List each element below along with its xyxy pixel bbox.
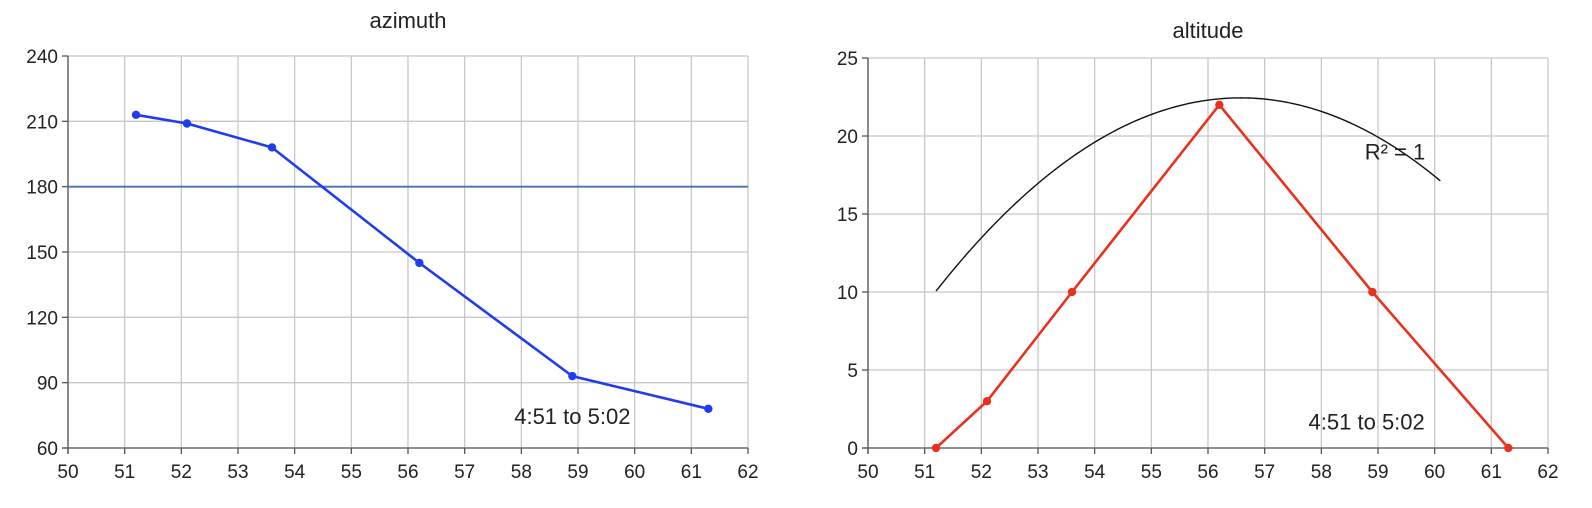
x-tick-label: 55 <box>341 462 362 483</box>
x-tick-label: 62 <box>1537 462 1558 483</box>
x-tick-label: 53 <box>227 462 248 483</box>
data-point <box>415 258 424 268</box>
y-tick-label: 240 <box>26 47 58 68</box>
x-tick-label: 61 <box>681 462 702 483</box>
data-point <box>568 371 577 381</box>
y-tick-label: 90 <box>37 374 58 395</box>
y-tick-label: 10 <box>837 283 858 304</box>
data-point <box>982 397 992 406</box>
y-tick-label: 120 <box>26 308 58 329</box>
data-point <box>1067 287 1077 297</box>
x-tick-label: 54 <box>1084 462 1106 483</box>
x-tick-label: 51 <box>114 462 135 483</box>
trendline <box>935 97 1441 292</box>
x-tick-label: 60 <box>1424 462 1445 483</box>
x-tick-label: 54 <box>284 462 306 483</box>
x-tick-label: 56 <box>397 462 418 483</box>
x-tick-label: 52 <box>171 462 192 483</box>
data-point <box>931 443 941 453</box>
chart-1: altitude 50 51 52 53 54 55 56 57 58 59 60 61 62 0 5 10 15… <box>837 18 1559 483</box>
x-tick-label: 50 <box>57 462 78 483</box>
x-tick-label: 62 <box>737 462 758 483</box>
x-tick-label: 59 <box>1367 462 1388 483</box>
y-tick-label: 20 <box>837 127 858 148</box>
annotation-label: R² = 1 <box>1365 139 1426 164</box>
y-tick-label: 180 <box>26 178 58 199</box>
x-tick-label: 52 <box>971 462 992 483</box>
data-point <box>1504 443 1513 453</box>
x-tick-label: 53 <box>1027 462 1048 483</box>
data-point <box>1215 100 1224 110</box>
data-point <box>704 404 713 413</box>
y-tick-label: 210 <box>26 112 58 133</box>
y-tick-label: 15 <box>837 205 858 226</box>
x-tick-label: 58 <box>511 462 532 483</box>
x-tick-label: 51 <box>914 462 935 483</box>
chart-title: altitude <box>1173 18 1244 43</box>
data-point <box>267 143 277 152</box>
chart-title: azimuth <box>369 8 446 33</box>
annotation-label: 4:51 to 5:02 <box>514 404 630 429</box>
x-tick-label: 57 <box>454 462 475 483</box>
x-tick-label: 61 <box>1481 462 1502 483</box>
y-tick-label: 25 <box>837 49 858 70</box>
data-point <box>182 119 192 128</box>
data-point <box>131 110 141 120</box>
y-tick-label: 60 <box>37 439 58 460</box>
x-tick-label: 58 <box>1311 462 1332 483</box>
annotation-label: 4:51 to 5:02 <box>1309 409 1425 434</box>
x-tick-label: 56 <box>1197 462 1218 483</box>
y-tick-label: 0 <box>847 439 858 460</box>
x-tick-label: 59 <box>567 462 588 483</box>
y-tick-label: 150 <box>26 243 58 264</box>
x-tick-label: 60 <box>624 462 645 483</box>
data-point <box>1368 287 1377 297</box>
x-tick-label: 55 <box>1141 462 1162 483</box>
y-tick-label: 5 <box>847 361 858 382</box>
series-line <box>935 103 1510 449</box>
chart-0: azimuth 50 51 52 53 54 55 56 57 58 59 60 61 62 60 90 120… <box>26 8 758 483</box>
x-tick-label: 50 <box>857 462 878 483</box>
series-line <box>135 113 709 411</box>
x-tick-label: 57 <box>1254 462 1275 483</box>
